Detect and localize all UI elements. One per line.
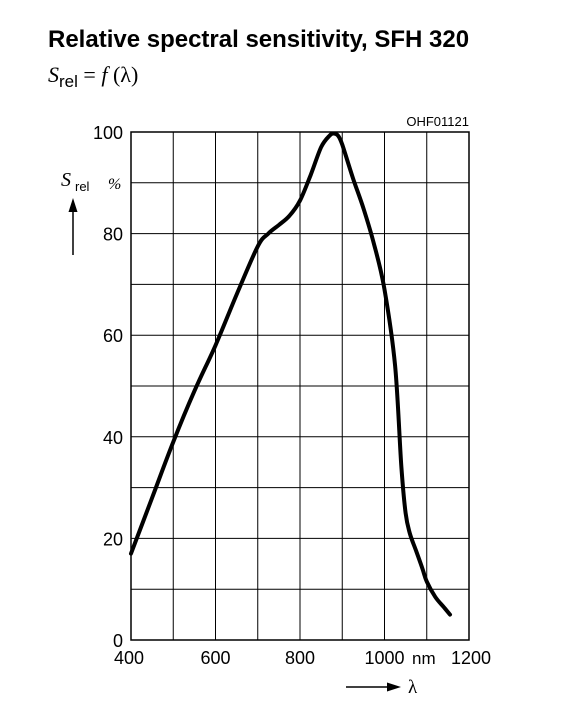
plot-frame	[130, 131, 470, 641]
y-axis-unit: %	[108, 176, 121, 193]
y-axis-arrow-icon	[68, 198, 78, 255]
chart-title: Relative spectral sensitivity, SFH 320	[48, 26, 470, 53]
x-tick-label: 600	[200, 648, 230, 668]
chart-formula: Srel = f (λ)	[48, 62, 138, 92]
y-tick-label: 0	[113, 631, 123, 651]
y-tick-label: 60	[103, 326, 123, 346]
formula-subscript: rel	[59, 72, 78, 91]
y-arrow-head	[68, 198, 78, 212]
y-tick-label: 20	[103, 529, 123, 549]
sensitivity-curve	[129, 131, 452, 617]
formula-equals: =	[77, 62, 102, 87]
x-axis-symbol: λ	[408, 677, 418, 698]
x-tick-label: 1200	[451, 648, 491, 668]
formula-symbol: S	[48, 62, 59, 87]
y-axis-symbol: S	[61, 169, 71, 191]
y-tick-label: 80	[103, 225, 123, 245]
formula-argument: (λ)	[107, 62, 139, 87]
figure-code: OHF01121	[406, 114, 469, 129]
chart-grid	[131, 132, 469, 640]
x-arrow-head	[387, 682, 401, 692]
tick-labels: 0 20 40 60 80 100 400 600 800 1000 1200	[93, 123, 491, 668]
x-tick-label: 400	[114, 648, 144, 668]
y-axis-subscript: rel	[75, 179, 90, 194]
y-tick-label: 100	[93, 123, 123, 143]
y-tick-label: 40	[103, 428, 123, 448]
x-axis-unit: nm	[412, 649, 436, 668]
x-tick-label: 800	[285, 648, 315, 668]
x-axis-arrow-icon	[346, 682, 401, 692]
x-tick-label: 1000	[364, 648, 404, 668]
formula-function: f	[101, 62, 108, 87]
